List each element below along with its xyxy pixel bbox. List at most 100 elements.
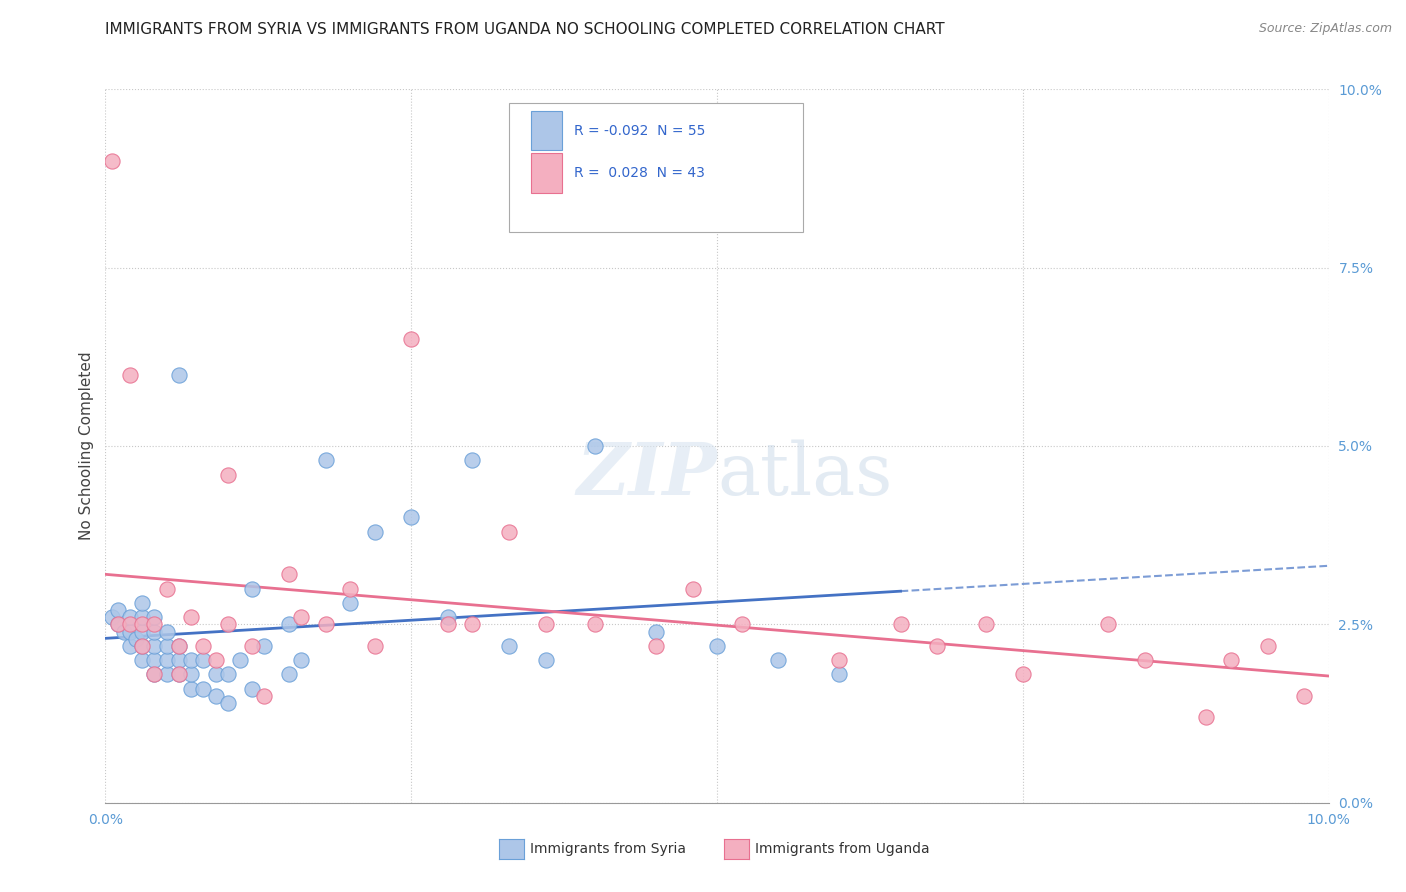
Point	[1195, 710, 1218, 724]
Point	[107, 603, 129, 617]
Point	[277, 567, 299, 582]
Point	[143, 639, 166, 653]
Point	[583, 617, 606, 632]
Point	[193, 681, 215, 696]
Point	[180, 681, 202, 696]
Point	[498, 524, 520, 539]
Point	[730, 617, 752, 632]
Point	[399, 510, 422, 524]
Point	[155, 639, 177, 653]
Point	[167, 667, 190, 681]
Point	[143, 610, 166, 624]
Point	[167, 653, 190, 667]
Point	[167, 667, 190, 681]
Text: Immigrants from Syria: Immigrants from Syria	[530, 842, 686, 856]
Point	[118, 639, 141, 653]
Point	[155, 653, 177, 667]
Point	[131, 596, 153, 610]
Point	[1219, 653, 1241, 667]
Point	[131, 610, 153, 624]
Point	[498, 639, 520, 653]
Point	[706, 639, 728, 653]
FancyBboxPatch shape	[509, 103, 803, 232]
Point	[100, 610, 122, 624]
Point	[974, 617, 997, 632]
Point	[204, 653, 226, 667]
Point	[118, 610, 141, 624]
Point	[339, 596, 361, 610]
Point	[927, 639, 949, 653]
Point	[240, 582, 263, 596]
Point	[290, 610, 312, 624]
Text: Immigrants from Uganda: Immigrants from Uganda	[755, 842, 929, 856]
Point	[644, 624, 666, 639]
Point	[118, 624, 141, 639]
Point	[437, 610, 460, 624]
Point	[107, 617, 129, 632]
Point	[143, 617, 166, 632]
Point	[1294, 689, 1316, 703]
Point	[131, 639, 153, 653]
Text: R =  0.028  N = 43: R = 0.028 N = 43	[574, 167, 704, 180]
Point	[682, 582, 704, 596]
Text: IMMIGRANTS FROM SYRIA VS IMMIGRANTS FROM UGANDA NO SCHOOLING COMPLETED CORRELATI: IMMIGRANTS FROM SYRIA VS IMMIGRANTS FROM…	[105, 22, 945, 37]
Point	[143, 653, 166, 667]
Point	[131, 617, 153, 632]
Point	[193, 653, 215, 667]
Point	[768, 653, 790, 667]
Point	[167, 368, 190, 382]
Point	[644, 639, 666, 653]
Point	[100, 153, 122, 168]
Text: atlas: atlas	[717, 439, 893, 510]
Point	[107, 617, 129, 632]
Y-axis label: No Schooling Completed: No Schooling Completed	[79, 351, 94, 541]
Point	[217, 467, 239, 482]
Point	[204, 689, 226, 703]
Point	[131, 639, 153, 653]
Point	[437, 617, 460, 632]
Point	[253, 639, 276, 653]
Point	[167, 639, 190, 653]
Point	[193, 639, 215, 653]
Point	[143, 624, 166, 639]
Point	[167, 639, 190, 653]
Point	[240, 681, 263, 696]
Point	[315, 453, 337, 467]
Point	[363, 524, 385, 539]
Point	[1011, 667, 1033, 681]
Point	[155, 667, 177, 681]
Point	[217, 696, 239, 710]
Point	[112, 624, 135, 639]
Point	[277, 617, 299, 632]
Point	[1256, 639, 1278, 653]
Point	[229, 653, 252, 667]
Bar	[531, 153, 562, 193]
Point	[125, 632, 148, 646]
Point	[889, 617, 911, 632]
Point	[155, 624, 177, 639]
Point	[131, 624, 153, 639]
Point	[155, 582, 177, 596]
Point	[253, 689, 276, 703]
Point	[131, 653, 153, 667]
Point	[534, 653, 557, 667]
Point	[217, 667, 239, 681]
Point	[240, 639, 263, 653]
Point	[583, 439, 606, 453]
Point	[1133, 653, 1156, 667]
Point	[143, 667, 166, 681]
Point	[118, 617, 141, 632]
Text: R = -0.092  N = 55: R = -0.092 N = 55	[574, 124, 706, 137]
Point	[204, 667, 226, 681]
Point	[180, 610, 202, 624]
Point	[534, 617, 557, 632]
Bar	[531, 111, 562, 150]
Text: ZIP: ZIP	[576, 439, 717, 510]
Point	[339, 582, 361, 596]
Point	[217, 617, 239, 632]
Text: Source: ZipAtlas.com: Source: ZipAtlas.com	[1258, 22, 1392, 36]
Point	[828, 667, 851, 681]
Point	[143, 667, 166, 681]
Point	[180, 667, 202, 681]
Point	[180, 653, 202, 667]
